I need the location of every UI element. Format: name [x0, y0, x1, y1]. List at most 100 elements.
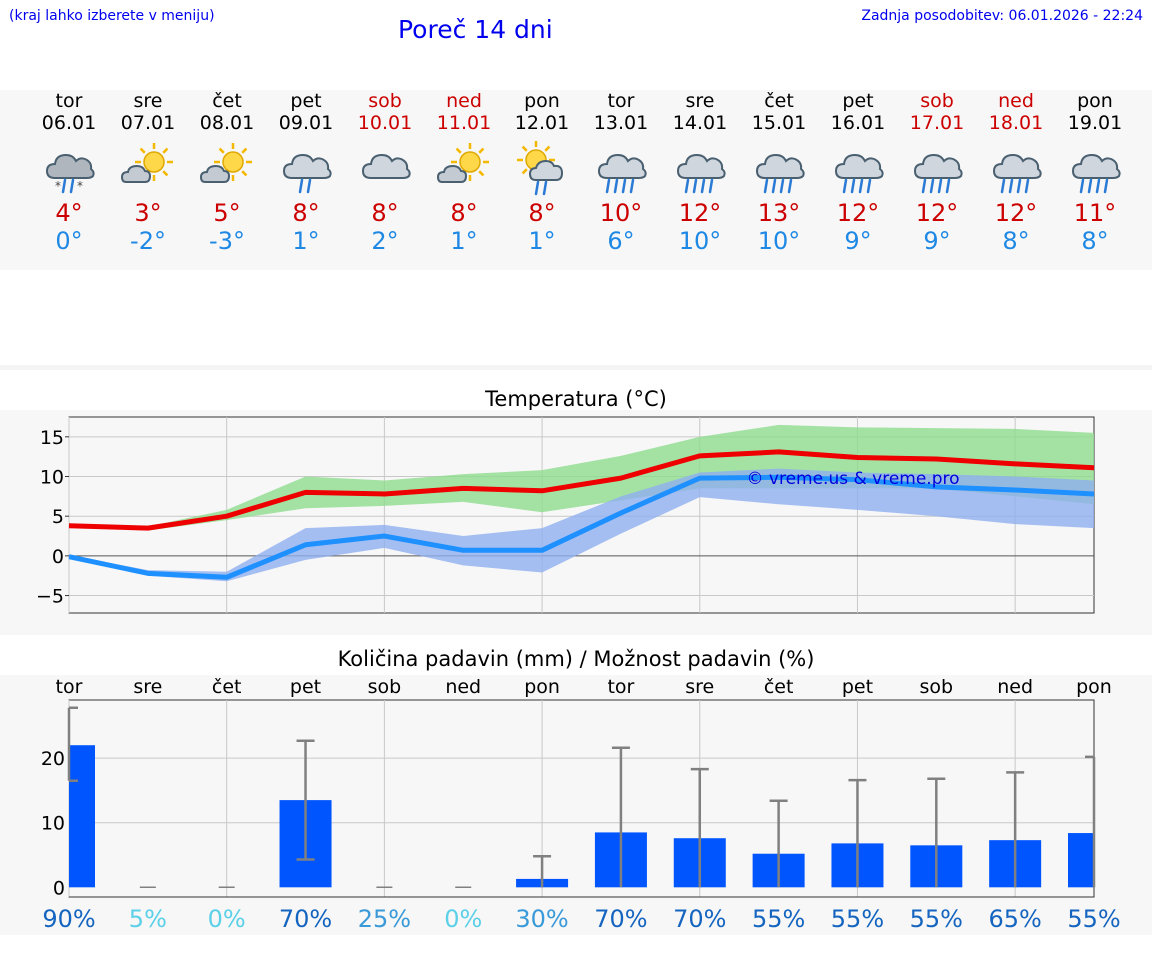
temp-min: 8° [1002, 227, 1030, 255]
day-name: sre [685, 90, 715, 112]
temp-min: 6° [607, 227, 635, 255]
sun-ray [544, 145, 551, 152]
cloud-shape [676, 153, 726, 179]
temp-max: 8° [528, 199, 556, 227]
temp-min: 1° [450, 227, 478, 255]
day-name: ned [998, 90, 1034, 112]
rain-drop [850, 178, 856, 194]
weather-icon [834, 153, 884, 194]
weather-icon [120, 143, 173, 183]
day-name: pon [1077, 90, 1113, 112]
temp-min: 10° [757, 227, 801, 255]
cloud-shape [913, 153, 963, 179]
cloud-shape [597, 153, 647, 179]
y-tick-label: 15 [40, 427, 64, 449]
day-name: tor [55, 90, 83, 112]
day-date: 06.01 [41, 112, 97, 134]
weather-icon [1071, 153, 1121, 194]
temp-max-range-band [69, 424, 1094, 531]
x-category-label: pet [842, 676, 873, 698]
icon-group [517, 141, 564, 196]
sun-ray [241, 147, 248, 154]
sun-ray [478, 170, 485, 177]
separator [0, 365, 1152, 370]
temp-min: 0° [55, 227, 83, 255]
temp-min: 10° [678, 227, 722, 255]
day-date: 08.01 [199, 112, 255, 134]
rain-drop [771, 178, 777, 194]
rain-drop [700, 178, 706, 194]
rain-drop [542, 180, 548, 196]
temp-max-line [68, 449, 1095, 531]
precip-bar [1068, 833, 1094, 888]
icon-group: * * [45, 153, 95, 194]
day-name: sob [368, 90, 402, 112]
day-date: 15.01 [751, 112, 807, 134]
temp-max: 8° [371, 199, 399, 227]
day-name: sob [920, 90, 954, 112]
cloud-shape [120, 164, 152, 183]
y-tick-label: −5 [36, 586, 64, 608]
temp-max: 10° [599, 199, 643, 227]
x-category-label: tor [607, 676, 634, 698]
temp-max: 12° [836, 199, 880, 227]
y-tick-label: 10 [41, 813, 65, 835]
weather-icon: * * [45, 153, 95, 194]
sun-ray [162, 170, 169, 177]
day-date: 12.01 [514, 112, 570, 134]
temp-min: 2° [371, 227, 399, 255]
x-category-label: čet [764, 676, 794, 698]
cloud-shape [436, 164, 468, 183]
day-name: pet [290, 90, 322, 112]
temp-min: 9° [844, 227, 872, 255]
y-tick-label: 5 [52, 506, 64, 528]
weather-icon [676, 153, 726, 194]
cloud-shape [45, 153, 95, 179]
rain-drop [1079, 178, 1085, 194]
rain-drop [763, 178, 769, 194]
precip-probability: 55% [910, 905, 963, 933]
sun-ray [455, 147, 462, 154]
temperature-chart: −5 0 5 10 15 © vreme.us & vreme.pro [36, 416, 1095, 614]
icon-group [1071, 153, 1121, 194]
temp-max: 3° [134, 199, 162, 227]
temp-min: 8° [1081, 227, 1109, 255]
day-name: pon [524, 90, 560, 112]
temp-max: 12° [915, 199, 959, 227]
rain-drop [621, 178, 627, 194]
precip-probability: 65% [988, 905, 1041, 933]
temp-max: 12° [994, 199, 1038, 227]
icon-group [436, 143, 489, 183]
precip-probability: 25% [358, 905, 411, 933]
precip-probability: 70% [594, 905, 647, 933]
precip-probability: 55% [1067, 905, 1120, 933]
day-name: tor [607, 90, 635, 112]
watermark: © vreme.us & vreme.pro [746, 469, 959, 489]
icon-group [361, 153, 411, 179]
sun-ray [521, 145, 528, 152]
day-date: 10.01 [357, 112, 413, 134]
temperature-chart-title: Temperatura (°C) [485, 387, 667, 411]
x-category-label: čet [212, 676, 242, 698]
sun-ray [162, 147, 169, 154]
precip-probability: 30% [515, 905, 568, 933]
day-date: 14.01 [672, 112, 728, 134]
weather-icon [361, 153, 411, 179]
sun-ray [478, 147, 485, 154]
last-update: Zadnja posodobitev: 06.01.2026 - 22:24 [861, 8, 1143, 24]
temp-max: 11° [1073, 199, 1117, 227]
weather-icon [282, 153, 332, 194]
cloud-shape [199, 164, 231, 183]
day-date: 17.01 [909, 112, 965, 134]
icon-group [913, 153, 963, 194]
precip-probability: 55% [752, 905, 805, 933]
day-date: 09.01 [278, 112, 334, 134]
precip-probability: 0% [208, 905, 246, 933]
x-category-label: sre [685, 676, 714, 698]
rain-drop [866, 178, 872, 194]
rain-drop [69, 178, 75, 194]
precipitation-chart-title: Količina padavin (mm) / Možnost padavin … [337, 647, 815, 671]
icon-group [597, 153, 647, 194]
cloud-shape [755, 153, 805, 179]
rain-drop [929, 178, 935, 194]
